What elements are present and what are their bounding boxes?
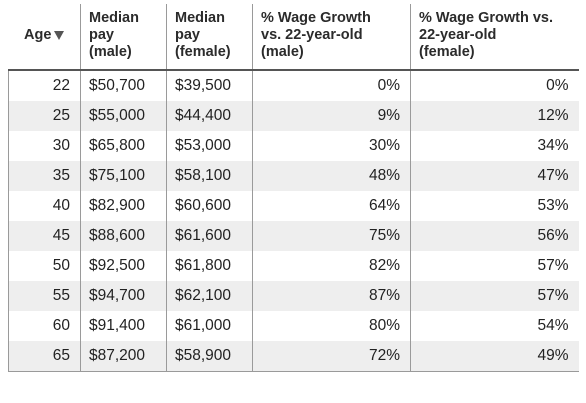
sort-down-triangle-icon[interactable] bbox=[54, 30, 65, 40]
table-row: 45 $88,600 $61,600 75% 56% bbox=[8, 221, 579, 251]
header-line: pay bbox=[175, 27, 200, 43]
age-cell: 45 bbox=[8, 221, 81, 251]
header-line: 22-year-old bbox=[419, 27, 497, 43]
male-pay-cell: $91,400 bbox=[80, 311, 167, 341]
age-cell: 60 bbox=[8, 311, 81, 341]
growth-female-cell: 57% bbox=[410, 251, 579, 281]
header-line: (male) bbox=[261, 44, 304, 60]
wage-table-container: Age Median pay (male) Median pay (female… bbox=[8, 4, 579, 372]
age-cell: 65 bbox=[8, 341, 81, 372]
male-pay-cell: $65,800 bbox=[80, 131, 167, 161]
growth-male-cell: 75% bbox=[252, 221, 411, 251]
female-pay-cell: $62,100 bbox=[166, 281, 253, 311]
growth-female-cell: 49% bbox=[410, 341, 579, 372]
male-pay-cell: $87,200 bbox=[80, 341, 167, 372]
growth-male-cell: 48% bbox=[252, 161, 411, 191]
growth-female-cell: 47% bbox=[410, 161, 579, 191]
female-pay-cell: $44,400 bbox=[166, 101, 253, 131]
male-pay-cell: $82,900 bbox=[80, 191, 167, 221]
growth-male-cell: 64% bbox=[252, 191, 411, 221]
column-header-growth-male[interactable]: % Wage Growth vs. 22-year-old (male) bbox=[252, 4, 411, 71]
table-row: 30 $65,800 $53,000 30% 34% bbox=[8, 131, 579, 161]
age-header-label: Age bbox=[24, 27, 52, 43]
table-row: 55 $94,700 $62,100 87% 57% bbox=[8, 281, 579, 311]
male-pay-cell: $55,000 bbox=[80, 101, 167, 131]
age-cell: 25 bbox=[8, 101, 81, 131]
column-header-growth-female[interactable]: % Wage Growth vs. 22-year-old (female) bbox=[410, 4, 579, 71]
header-line: vs. 22-year-old bbox=[261, 27, 363, 43]
female-pay-cell: $60,600 bbox=[166, 191, 253, 221]
growth-female-cell: 56% bbox=[410, 221, 579, 251]
growth-male-cell: 80% bbox=[252, 311, 411, 341]
age-cell: 55 bbox=[8, 281, 81, 311]
growth-male-cell: 72% bbox=[252, 341, 411, 372]
age-cell: 35 bbox=[8, 161, 81, 191]
header-line: (female) bbox=[175, 44, 231, 60]
growth-female-cell: 12% bbox=[410, 101, 579, 131]
age-cell: 22 bbox=[8, 70, 81, 101]
female-pay-cell: $58,900 bbox=[166, 341, 253, 372]
table-row: 65 $87,200 $58,900 72% 49% bbox=[8, 341, 579, 372]
female-pay-cell: $39,500 bbox=[166, 70, 253, 101]
header-line: % Wage Growth vs. bbox=[419, 10, 554, 26]
table-row: 50 $92,500 $61,800 82% 57% bbox=[8, 251, 579, 281]
age-cell: 30 bbox=[8, 131, 81, 161]
growth-female-cell: 57% bbox=[410, 281, 579, 311]
growth-female-cell: 54% bbox=[410, 311, 579, 341]
growth-male-cell: 87% bbox=[252, 281, 411, 311]
age-cell: 40 bbox=[8, 191, 81, 221]
header-line: (male) bbox=[89, 44, 132, 60]
male-pay-cell: $88,600 bbox=[80, 221, 167, 251]
column-header-male-pay[interactable]: Median pay (male) bbox=[80, 4, 167, 71]
growth-male-cell: 30% bbox=[252, 131, 411, 161]
header-line: Median bbox=[175, 10, 225, 26]
age-cell: 50 bbox=[8, 251, 81, 281]
table-row: 22 $50,700 $39,500 0% 0% bbox=[8, 70, 579, 101]
table-row: 25 $55,000 $44,400 9% 12% bbox=[8, 101, 579, 131]
wage-growth-table: Age Median pay (male) Median pay (female… bbox=[8, 4, 579, 372]
table-row: 60 $91,400 $61,000 80% 54% bbox=[8, 311, 579, 341]
growth-female-cell: 34% bbox=[410, 131, 579, 161]
growth-female-cell: 53% bbox=[410, 191, 579, 221]
growth-male-cell: 0% bbox=[252, 70, 411, 101]
female-pay-cell: $61,600 bbox=[166, 221, 253, 251]
female-pay-cell: $61,800 bbox=[166, 251, 253, 281]
column-header-female-pay[interactable]: Median pay (female) bbox=[166, 4, 253, 71]
table-row: 35 $75,100 $58,100 48% 47% bbox=[8, 161, 579, 191]
female-pay-cell: $53,000 bbox=[166, 131, 253, 161]
header-row: Age Median pay (male) Median pay (female… bbox=[8, 4, 579, 71]
table-row: 40 $82,900 $60,600 64% 53% bbox=[8, 191, 579, 221]
header-line: pay bbox=[89, 27, 114, 43]
female-pay-cell: $58,100 bbox=[166, 161, 253, 191]
header-line: Median bbox=[89, 10, 139, 26]
growth-female-cell: 0% bbox=[410, 70, 579, 101]
column-header-age[interactable]: Age bbox=[8, 4, 81, 71]
growth-male-cell: 9% bbox=[252, 101, 411, 131]
male-pay-cell: $75,100 bbox=[80, 161, 167, 191]
male-pay-cell: $94,700 bbox=[80, 281, 167, 311]
male-pay-cell: $50,700 bbox=[80, 70, 167, 101]
male-pay-cell: $92,500 bbox=[80, 251, 167, 281]
female-pay-cell: $61,000 bbox=[166, 311, 253, 341]
header-line: % Wage Growth bbox=[261, 10, 371, 26]
growth-male-cell: 82% bbox=[252, 251, 411, 281]
header-line: (female) bbox=[419, 44, 475, 60]
